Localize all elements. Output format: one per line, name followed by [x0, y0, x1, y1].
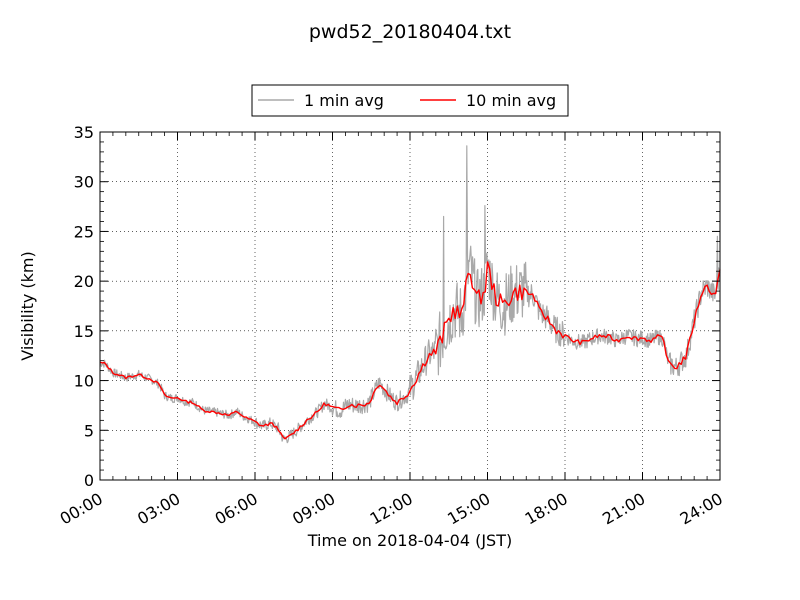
legend: 1 min avg 10 min avg [251, 84, 569, 117]
x-axis-label: Time on 2018-04-04 (JST) [307, 531, 512, 550]
grid-lines [100, 132, 720, 480]
y-tick-label: 35 [74, 123, 94, 142]
plot-area [100, 132, 720, 480]
plot-frame [99, 131, 721, 481]
legend-label-1min: 1 min avg [304, 91, 384, 110]
y-tick-label: 10 [74, 372, 94, 391]
y-tick-label: 30 [74, 173, 94, 192]
y-tick-label: 20 [74, 272, 94, 291]
legend-box [251, 84, 569, 117]
y-tick-label: 0 [84, 471, 94, 490]
y-tick-label: 5 [84, 421, 94, 440]
legend-label-10min: 10 min avg [466, 91, 556, 110]
series-10min-avg [99, 261, 721, 440]
y-tick-labels: 0 5 10 15 20 25 30 35 [74, 123, 94, 490]
y-axis-label: Visibility (km) [18, 251, 37, 360]
series-layer [99, 145, 721, 444]
y-tick-label: 15 [74, 322, 94, 341]
y-tick-label: 25 [74, 222, 94, 241]
chart-title: pwd52_20180404.txt [309, 21, 511, 43]
